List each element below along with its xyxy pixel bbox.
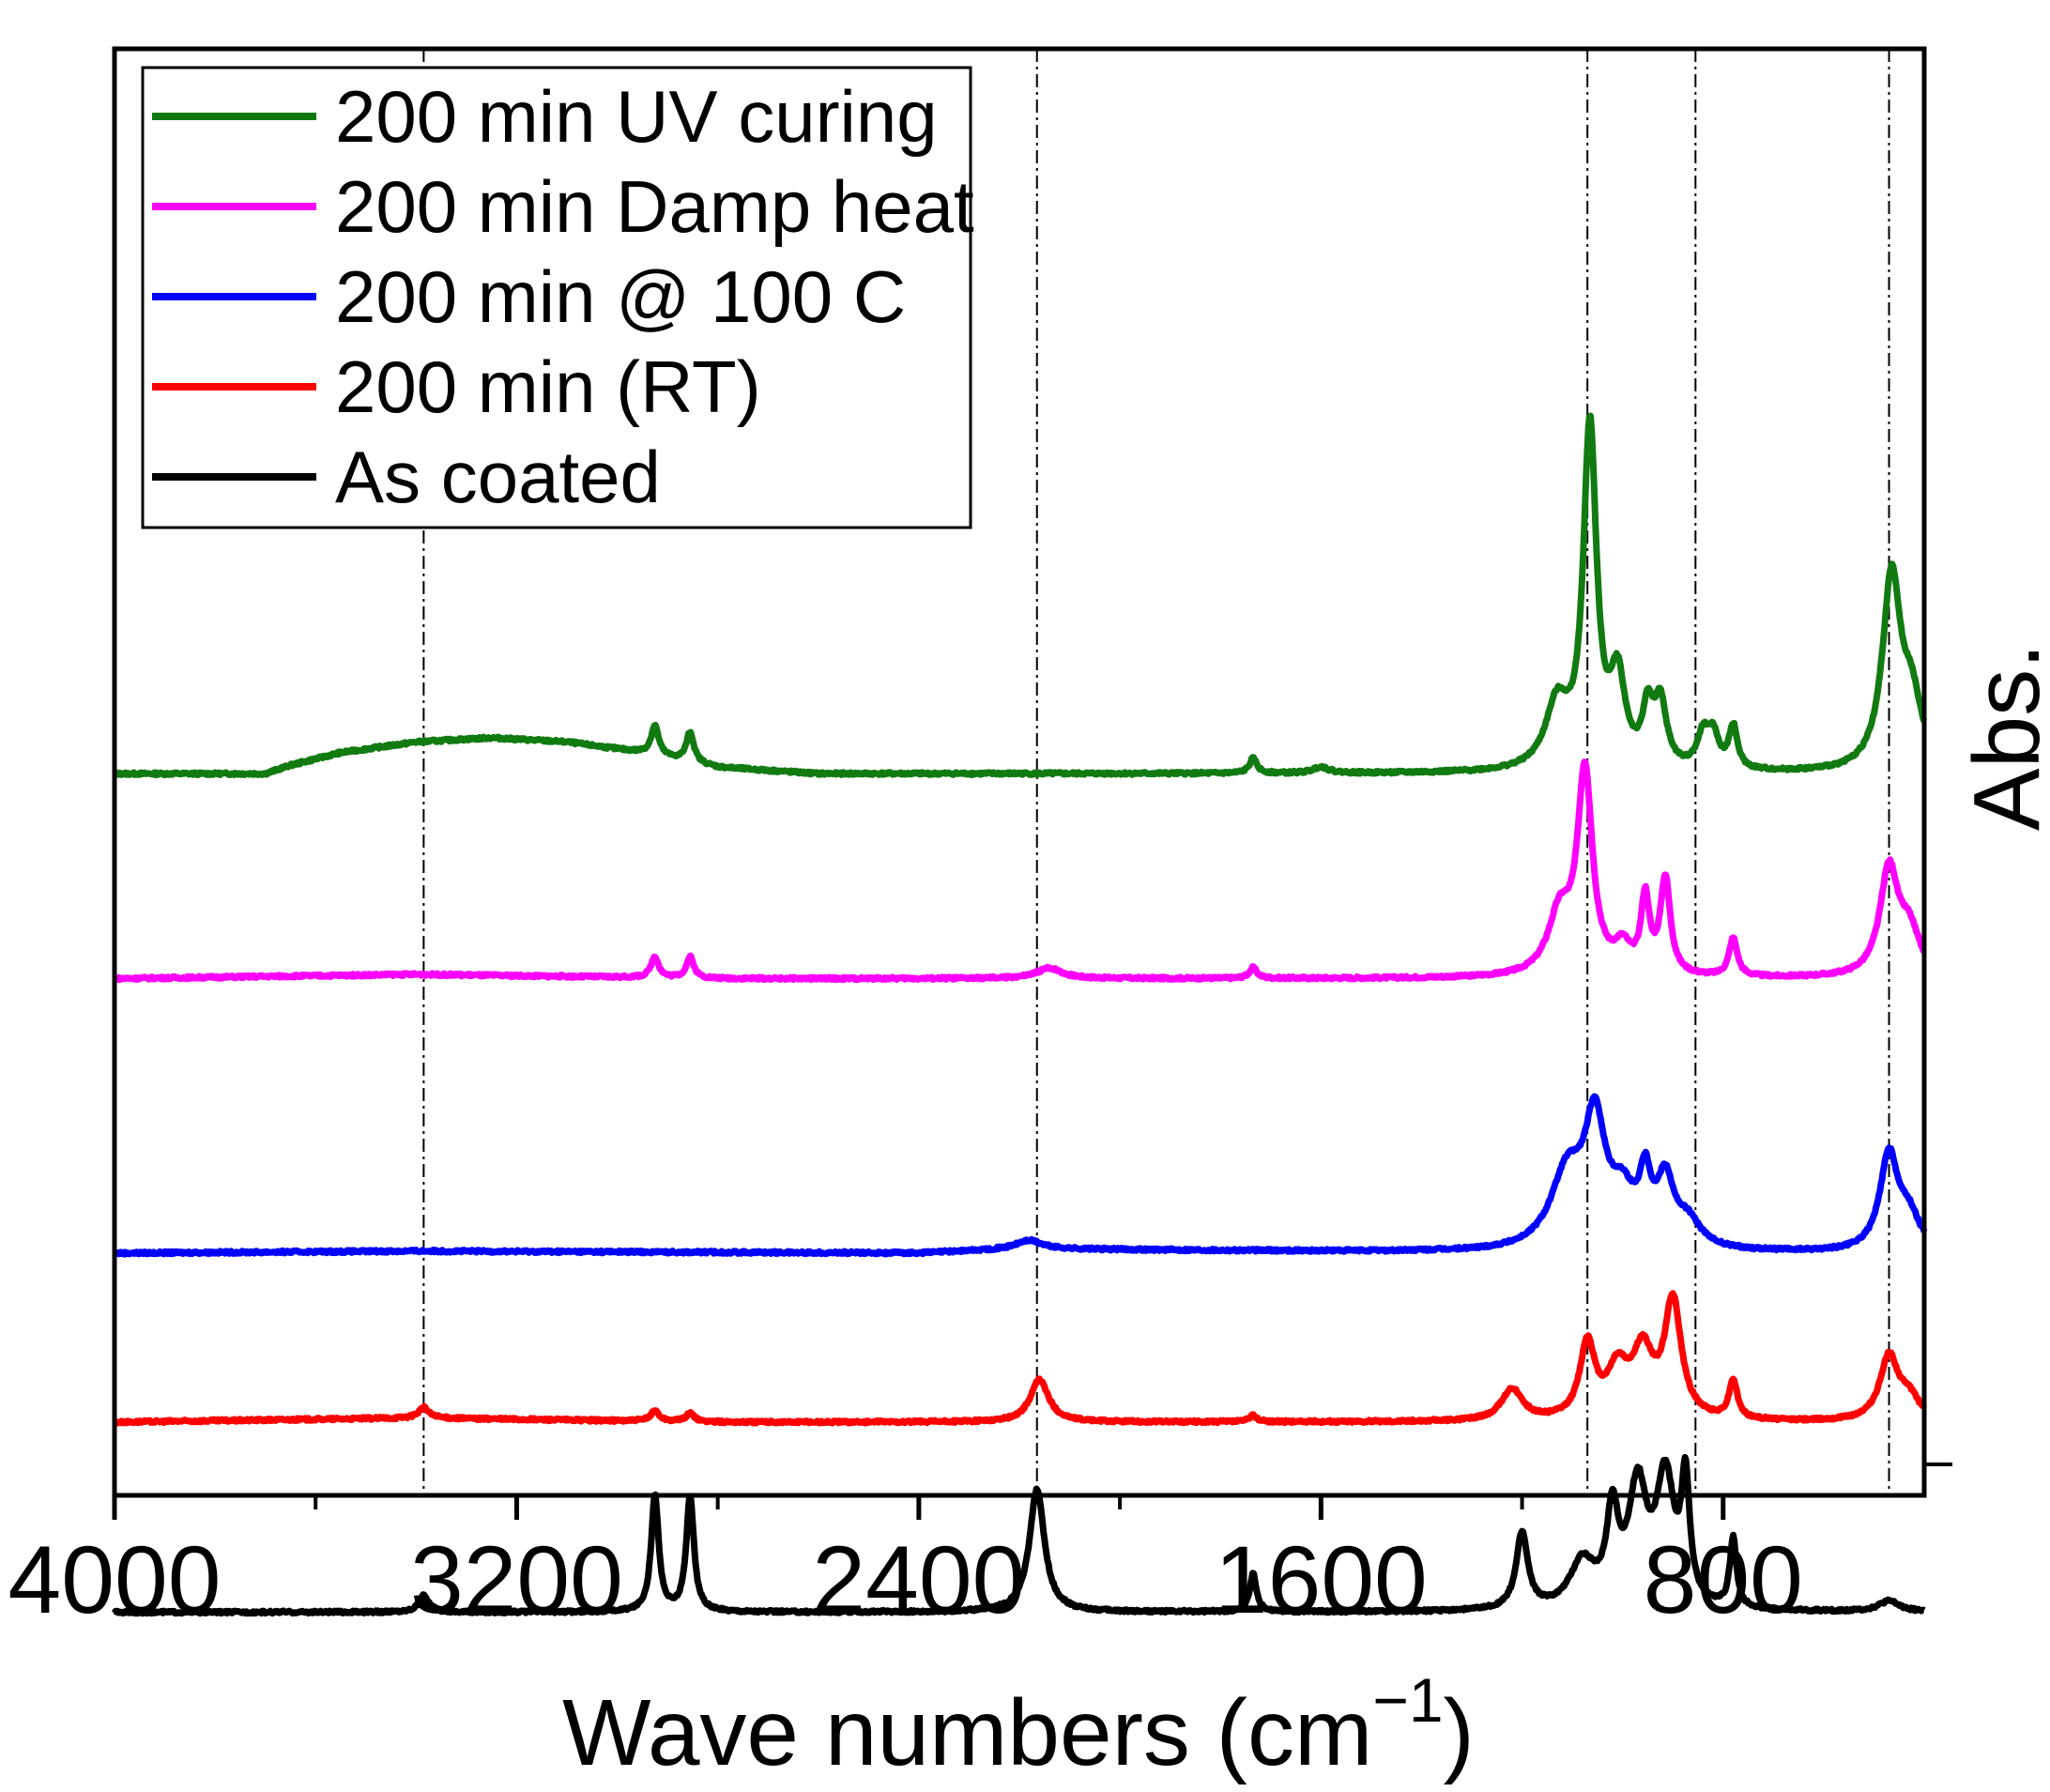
legend-label-2: 200 min @ 100 C bbox=[335, 255, 906, 338]
series-line-2 bbox=[112, 1093, 1928, 1258]
x-axis-title: Wave numbers (cm−1) bbox=[562, 1665, 1475, 1785]
x-tick-label-3: 1600 bbox=[1215, 1526, 1428, 1633]
spectra-series bbox=[111, 412, 1928, 1617]
plot-frame bbox=[112, 46, 1927, 1498]
series-line-1 bbox=[112, 758, 1927, 984]
legend-label-3: 200 min (RT) bbox=[335, 345, 761, 428]
y-axis-title: Abs. bbox=[1954, 643, 2050, 831]
x-tick-label-4: 800 bbox=[1644, 1526, 1803, 1633]
legend-label-4: As coated bbox=[335, 436, 661, 518]
legend-label-0: 200 min UV curing bbox=[335, 75, 938, 158]
legend-label-1: 200 min Damp heat bbox=[335, 165, 974, 248]
series-line-3 bbox=[112, 1290, 1928, 1427]
series-line-4 bbox=[111, 1454, 1927, 1617]
x-tick-label-2: 2400 bbox=[812, 1526, 1025, 1633]
series-line-0 bbox=[112, 412, 1928, 778]
x-tick-label-1: 3200 bbox=[410, 1526, 623, 1633]
x-axis-ticks: 4000 3200 2400 1600 800 bbox=[8, 1495, 1803, 1633]
x-tick-label-0: 4000 bbox=[8, 1526, 222, 1633]
